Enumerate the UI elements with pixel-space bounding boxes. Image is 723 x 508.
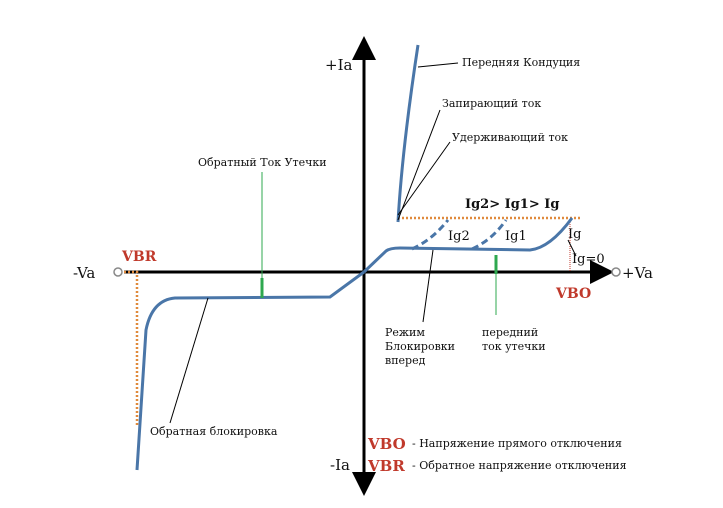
ig2-label: Ig2 [448,229,470,244]
latching-current-label: Запирающий ток [442,97,541,110]
legend-vbr-symbol: VBR [367,457,405,475]
x-axis-right-end [611,267,621,277]
minus-va-label: -Va [73,264,95,282]
forward-leakage-label-1: передний [482,326,538,339]
pointer-lines [169,62,577,424]
reverse-curve [135,270,365,471]
ig-label: Ig [568,227,581,242]
legend-vbo-text: - Напряжение прямого отключения [412,437,622,450]
ig0-label: Ig=0 [572,252,605,267]
vbr-guide [124,270,139,425]
x-axis-left-end [113,267,123,277]
holding-current-label: Удерживающий ток [452,131,568,144]
plus-ia-label: +Ia [325,56,352,74]
legend-vbo-symbol: VBO [367,435,406,453]
plus-va-label: +Va [622,264,653,282]
gate-relation-label: Ig2> Ig1> Ig [465,197,559,212]
forward-blocking-curve [362,217,574,274]
forward-leakage-label-2: ток утечки [482,340,546,353]
ig2-curve [411,219,450,251]
minus-ia-label: -Ia [330,456,350,474]
ig1-label: Ig1 [505,229,527,244]
vbr-label: VBR [121,249,157,265]
forward-blocking-label-1: Режим [385,326,425,339]
forward-blocking-label-3: вперед [385,354,426,367]
legend-vbr-text: - Обратное напряжение отключения [412,459,627,472]
reverse-blocking-label: Обратная блокировка [150,425,278,438]
reverse-leakage-label: Обратный Ток Утечки [198,156,327,169]
ig1-curve [471,219,508,251]
vbo-label: VBO [555,286,591,302]
forward-conduction-label: Передняя Кондуция [462,56,580,69]
forward-conduction-curve [396,44,420,223]
forward-blocking-label-2: Блокировки [385,340,455,353]
